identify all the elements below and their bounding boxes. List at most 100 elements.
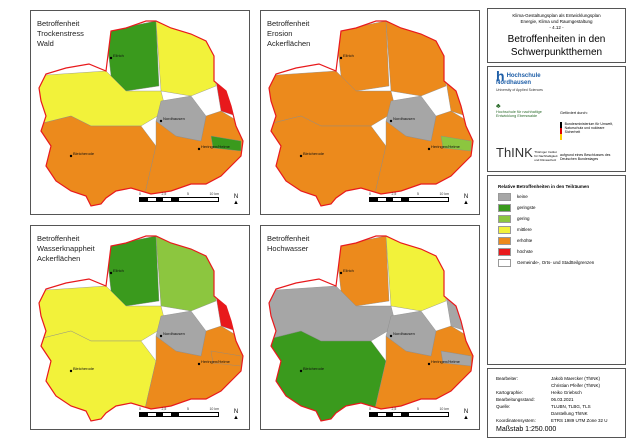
legend-label: Gemeinde-, Orts- und Stadtteilgrenzen [517, 260, 595, 265]
district-map: Ellrich Nordhausen Bleicherode Heringen/Hel… [268, 20, 474, 207]
city-marker [197, 147, 201, 151]
city-label-heringen: Heringen/Helme [201, 359, 231, 364]
city-label-nordhausen: Nordhausen [393, 116, 415, 121]
legend-swatch [498, 214, 511, 223]
hnee-name: Hochschule für nachhaltige Entwicklung E… [496, 110, 542, 118]
city-marker [109, 56, 113, 60]
region-es [210, 350, 242, 367]
city-marker [427, 147, 431, 151]
scale-tick: 5 [186, 192, 189, 196]
scale-bar: 0 2,5 5 10 km [139, 407, 219, 421]
legend-label: gering [517, 216, 530, 221]
meta-key: Bearbeitungsstand: [496, 397, 535, 402]
legend-item-keine: keine [498, 192, 625, 201]
map-panel: Ellrich Nordhausen Bleicherode Heringen/Hel… [30, 225, 250, 430]
legend-label: geringste [517, 205, 536, 210]
funding-label: Gefördert durch: [560, 111, 588, 115]
scale-tick: 10 km [209, 192, 219, 196]
meta-key: Koordinatensystem: [496, 418, 536, 423]
legend-item-grenzen: Gemeinde-, Orts- und Stadtteilgrenzen [498, 258, 625, 267]
legend-title: Relative Betroffenheiten in den Teilräum… [498, 184, 590, 189]
scale-bar: 0 2,5 5 10 km [369, 407, 449, 421]
hsn-name-2: Nordhausen [496, 80, 532, 86]
city-label-bleicherode: Bleicherode [73, 151, 95, 156]
north-label: N [233, 194, 239, 200]
legend-swatch [498, 203, 511, 212]
subtitle-line: Energie, Klima und Raumgestaltung [520, 19, 593, 24]
region-nw [105, 236, 160, 307]
district-border [38, 20, 244, 207]
subtitle-line: Klima-Gestaltungsplan als Entwicklungspl… [512, 13, 601, 18]
city-marker [197, 362, 201, 366]
legend-box: Relative Betroffenheiten in den Teilräum… [487, 175, 626, 365]
scale-tick: 10 km [439, 407, 449, 411]
title-box: Klima-Gestaltungsplan als Entwicklungspl… [487, 8, 626, 63]
scale-tick: 10 km [439, 192, 449, 196]
info-box: Bearbeiter: Jakob Maercker (ThINK) Christi… [487, 368, 626, 438]
north-arrow-icon: N ▲ [463, 194, 469, 206]
north-label: N [463, 409, 469, 415]
meta-key [496, 382, 551, 389]
meta-value: Darstellung ThINK [551, 411, 588, 416]
hsn-subline: University of Applied Sciences [496, 88, 543, 92]
city-label-heringen: Heringen/Helme [431, 359, 461, 364]
region-sw [39, 115, 157, 206]
region-center [155, 95, 207, 142]
city-marker [69, 369, 73, 373]
hnee-logo: ♣ Hochschule für nachhaltige Entwicklung… [496, 103, 551, 118]
north-label: N [463, 194, 469, 200]
legend-item-mittlere: mittlere [498, 225, 625, 234]
meta-value: Jakob Maercker (ThINK) [551, 376, 601, 381]
scale-text: Maßstab 1:250.000 [496, 426, 557, 433]
legend-item-hoechste: höchste [498, 247, 625, 256]
region-sw [269, 115, 387, 206]
legend-label: höchste [517, 249, 533, 254]
meta-value: Heiko Griebsch [551, 390, 582, 395]
region-nw [335, 21, 390, 92]
scale-tick: 0 [369, 192, 371, 196]
district-border [268, 20, 474, 207]
city-label-bleicherode: Bleicherode [73, 366, 95, 371]
panel-title: Betroffenheit Wasserknappheit Ackerfläch… [37, 234, 95, 263]
main-title: Betroffenheiten in den Schwerpunktthemen [507, 34, 606, 58]
district-border [268, 235, 474, 422]
scale-tick: 10 km [209, 407, 219, 411]
scale-tick: 5 [416, 192, 419, 196]
legend-label: erhöhte [517, 238, 533, 243]
scale-tick: 2,5 [391, 407, 397, 411]
city-label-ellrich: Ellrich [113, 53, 124, 58]
bmu-name: Bundesministerium für Umwelt, Naturschut… [564, 122, 614, 134]
region-east [445, 295, 467, 332]
think-logo: ThINK Thüringer Institut für Nachhaltigk… [496, 145, 558, 162]
map-panel: Ellrich Nordhausen Bleicherode Heringen/Hel… [260, 225, 480, 430]
meta-key: Quelle: [496, 404, 511, 409]
scale-tick: 0 [139, 192, 141, 196]
north-label: N [233, 409, 239, 415]
panel-title: Betroffenheit Erosion Ackerflächen [267, 19, 311, 48]
scale-tick: 2,5 [391, 192, 397, 196]
subtitle-line: - 4.12 - [549, 25, 564, 30]
region-east [445, 80, 467, 117]
meta-value: ETRS 1989 UTM Zone 32 U [551, 418, 608, 423]
legend-swatch [498, 192, 511, 201]
bmu-logo: Bundesministerium für Umwelt, Naturschut… [560, 122, 620, 140]
north-arrow-icon: N ▲ [463, 409, 469, 421]
north-arrow-icon: N ▲ [233, 194, 239, 206]
hsn-logo: h Hochschule Nordhausen University of Ap… [496, 68, 543, 92]
bundestag-note: aufgrund eines Beschlusses des Deutschen… [560, 153, 611, 161]
meta-value: Christian Pfeifer (ThINK) [551, 383, 601, 388]
legend-item-gering: gering [498, 214, 625, 223]
region-nw [105, 21, 160, 92]
city-marker [159, 334, 163, 338]
city-marker [69, 154, 73, 158]
meta-value: 06.03.2021 [551, 397, 574, 402]
scale-tick: 0 [369, 407, 371, 411]
city-marker [427, 362, 431, 366]
legend-item-geringste: geringste [498, 203, 625, 212]
legend-swatch [498, 247, 511, 256]
panel-title: Betroffenheit Hochwasser [267, 234, 310, 253]
scale-tick: 5 [186, 407, 189, 411]
city-label-nordhausen: Nordhausen [393, 331, 415, 336]
city-label-ellrich: Ellrich [343, 268, 354, 273]
city-marker [339, 56, 343, 60]
